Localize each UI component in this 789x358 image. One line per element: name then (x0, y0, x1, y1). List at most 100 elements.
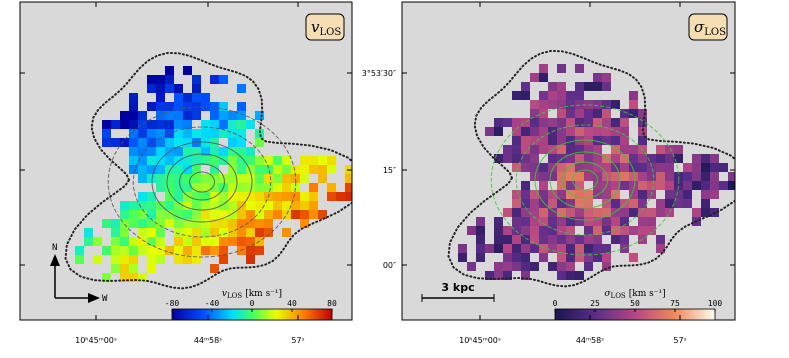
map-pixel (575, 172, 584, 181)
map-pixel (174, 255, 183, 264)
map-pixel (165, 138, 174, 147)
map-pixel (93, 237, 102, 246)
colorbar-tick-label: 40 (287, 299, 297, 308)
map-pixel (228, 183, 237, 192)
map-pixel (300, 165, 309, 174)
map-pixel (494, 118, 503, 127)
map-pixel (174, 183, 183, 192)
map-pixel (701, 199, 710, 208)
map-pixel (138, 219, 147, 228)
map-pixel (530, 100, 539, 109)
map-pixel (584, 217, 593, 226)
map-pixel (183, 174, 192, 183)
map-pixel (264, 174, 273, 183)
map-pixel (512, 136, 521, 145)
map-pixel (192, 93, 201, 102)
map-pixel (210, 111, 219, 120)
map-pixel (503, 226, 512, 235)
map-pixel (584, 262, 593, 271)
map-pixel (620, 163, 629, 172)
map-pixel (183, 102, 192, 111)
map-pixel (147, 165, 156, 174)
map-pixel (138, 273, 147, 282)
map-pixel (530, 163, 539, 172)
map-pixel (255, 246, 264, 255)
map-pixel (255, 228, 264, 237)
map-pixel (629, 109, 638, 118)
map-pixel (665, 208, 674, 217)
map-pixel (548, 100, 557, 109)
map-pixel (530, 208, 539, 217)
map-pixel (566, 172, 575, 181)
map-pixel (192, 201, 201, 210)
map-pixel (638, 127, 647, 136)
map-pixel (521, 217, 530, 226)
map-pixel (111, 228, 120, 237)
map-pixel (165, 246, 174, 255)
map-pixel (201, 237, 210, 246)
map-pixel (219, 255, 228, 264)
map-pixel (593, 181, 602, 190)
map-pixel (602, 82, 611, 91)
map-pixel (656, 244, 665, 253)
map-pixel (336, 192, 345, 201)
map-pixel (165, 120, 174, 129)
map-pixel (512, 163, 521, 172)
map-pixel (530, 118, 539, 127)
map-pixel (147, 264, 156, 273)
map-pixel (602, 136, 611, 145)
map-pixel (602, 217, 611, 226)
map-pixel (620, 145, 629, 154)
map-pixel (530, 145, 539, 154)
map-pixel (174, 102, 183, 111)
map-pixel (129, 237, 138, 246)
x-tick-label: 44ᵐ58ˢ (576, 336, 604, 345)
map-pixel (503, 118, 512, 127)
map-pixel (521, 136, 530, 145)
map-pixel (228, 147, 237, 156)
map-pixel (566, 109, 575, 118)
map-pixel (629, 181, 638, 190)
map-pixel (620, 172, 629, 181)
map-pixel (575, 217, 584, 226)
map-pixel (237, 174, 246, 183)
map-pixel (539, 145, 548, 154)
map-pixel (638, 190, 647, 199)
cb-unit: [km s⁻¹] (245, 289, 282, 299)
map-pixel (291, 210, 300, 219)
map-pixel (210, 228, 219, 237)
map-pixel (192, 102, 201, 111)
scale-bar-label: 3 kpc (441, 281, 474, 294)
map-pixel (611, 217, 620, 226)
map-pixel (255, 183, 264, 192)
map-pixel (548, 154, 557, 163)
map-pixel (512, 91, 521, 100)
map-pixel (345, 183, 352, 192)
map-pixel (575, 181, 584, 190)
map-pixel (219, 210, 228, 219)
map-pixel (309, 165, 318, 174)
map-pixel (521, 91, 530, 100)
map-pixel (156, 129, 165, 138)
map-pixel (710, 154, 719, 163)
map-pixel (201, 201, 210, 210)
map-pixel (192, 246, 201, 255)
map-pixel (129, 129, 138, 138)
map-pixel (548, 199, 557, 208)
map-pixel (129, 111, 138, 120)
map-pixel (147, 255, 156, 264)
x-tick-label: 44ᵐ58ˢ (194, 336, 222, 345)
map-pixel (102, 246, 111, 255)
map-pixel (219, 111, 228, 120)
map-pixel (273, 165, 282, 174)
map-pixel (593, 244, 602, 253)
map-pixel (530, 73, 539, 82)
flux-contour (179, 163, 225, 201)
map-pixel (300, 201, 309, 210)
map-pixel (228, 156, 237, 165)
map-pixel (129, 255, 138, 264)
map-pixel (174, 111, 183, 120)
map-pixel (719, 181, 728, 190)
flux-contour (151, 141, 253, 223)
map-pixel (111, 237, 120, 246)
